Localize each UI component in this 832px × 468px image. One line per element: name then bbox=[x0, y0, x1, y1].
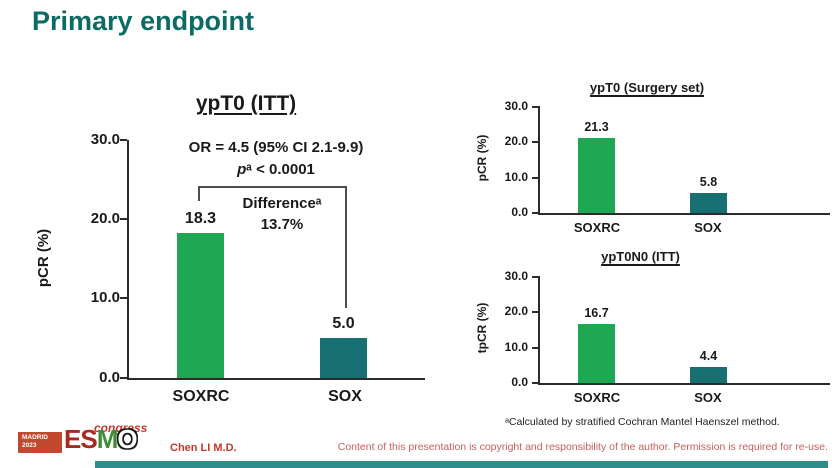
bar-value-label: 16.7 bbox=[584, 306, 609, 320]
bar-group-soxrc-ypt0n0: 16.7 bbox=[578, 277, 615, 383]
bar-soxrc-ypt0n0 bbox=[578, 324, 615, 383]
y-tick-label: 10.0 bbox=[504, 170, 528, 184]
x-category-label: SOXRC bbox=[573, 390, 621, 405]
y-tick-label: 30.0 bbox=[504, 269, 528, 283]
y-tick-label: 30.0 bbox=[504, 99, 528, 113]
bar-value-label: 5.8 bbox=[699, 175, 718, 189]
bar-sox-ypt0n0 bbox=[690, 367, 727, 383]
difference-bracket-left bbox=[198, 186, 200, 201]
odds-ratio-annotation: OR = 4.5 (95% CI 2.1-9.9) bbox=[188, 139, 364, 156]
x-axis-surgery bbox=[538, 213, 830, 215]
bar-value-label: 5.0 bbox=[332, 315, 355, 332]
y-axis-title-ypt0n0: tpCR (%) bbox=[475, 302, 489, 354]
y-tick bbox=[120, 297, 127, 299]
page-title: Primary endpoint bbox=[32, 6, 255, 36]
bar-group-soxrc-surgery: 21.3 bbox=[578, 107, 615, 213]
x-category-label: SOX bbox=[694, 220, 722, 235]
y-axis-ypt0n0 bbox=[538, 276, 540, 385]
logo-congress-text: congress bbox=[94, 421, 148, 435]
difference-label: Differenceᵃ bbox=[242, 195, 322, 212]
y-axis-surgery bbox=[538, 106, 540, 215]
chart-title-ypt0-itt: ypT0 (ITT) bbox=[195, 92, 297, 115]
difference-value: 13.7% bbox=[260, 216, 304, 233]
difference-bracket-top bbox=[198, 186, 347, 188]
y-axis-title-main: pCR (%) bbox=[35, 228, 52, 288]
logo-letter: O bbox=[117, 424, 137, 454]
y-tick bbox=[532, 141, 538, 143]
esmo-congress-logo: congress MADRID 2023 ESMO bbox=[16, 421, 156, 457]
logo-letter: E bbox=[64, 424, 81, 454]
x-axis-ypt0n0 bbox=[538, 383, 830, 385]
bar-soxrc-surgery bbox=[578, 138, 615, 213]
bar-group-sox-ypt0n0: 4.4 bbox=[690, 277, 727, 383]
bar-group-sox-surgery: 5.8 bbox=[690, 107, 727, 213]
logo-letter: S bbox=[80, 424, 97, 454]
y-tick-label: 0.0 bbox=[511, 205, 528, 219]
x-category-label: SOXRC bbox=[573, 220, 621, 235]
y-tick bbox=[532, 276, 538, 278]
presenter-name: Chen LI M.D. bbox=[170, 442, 237, 454]
y-tick bbox=[532, 212, 538, 214]
y-tick-label: 20.0 bbox=[504, 134, 528, 148]
chart-title-ypt0n0: ypT0N0 (ITT) bbox=[601, 249, 680, 264]
y-tick bbox=[120, 218, 127, 220]
y-tick bbox=[532, 106, 538, 108]
logo-madrid-2023-badge: MADRID 2023 bbox=[18, 432, 62, 453]
bar-sox-surgery bbox=[690, 193, 727, 213]
bar-value-label: 18.3 bbox=[184, 210, 217, 227]
x-axis-main bbox=[127, 378, 425, 380]
footnote: ᵃCalculated by stratified Cochran Mantel… bbox=[505, 416, 780, 428]
difference-annotation: Differenceᵃ 13.7% bbox=[212, 193, 352, 235]
y-tick-label: 0.0 bbox=[511, 375, 528, 389]
y-tick bbox=[532, 382, 538, 384]
bar-value-label: 4.4 bbox=[699, 349, 718, 363]
y-tick-label: 10.0 bbox=[90, 289, 120, 306]
difference-bracket-right bbox=[345, 186, 347, 308]
bar-soxrc-main bbox=[177, 233, 224, 378]
footer-accent-bar bbox=[95, 461, 828, 468]
y-tick-label: 0.0 bbox=[99, 369, 120, 386]
logo-location: MADRID bbox=[22, 434, 48, 441]
p-value-text: ᵃ < 0.0001 bbox=[246, 161, 315, 178]
copyright-notice: Content of this presentation is copyrigh… bbox=[337, 441, 828, 453]
x-category-label: SOX bbox=[694, 390, 722, 405]
y-tick bbox=[120, 139, 127, 141]
y-tick bbox=[120, 377, 127, 379]
chart-title-ypt0-surgery: ypT0 (Surgery set) bbox=[589, 80, 705, 95]
logo-year: 2023 bbox=[22, 442, 37, 450]
y-tick bbox=[532, 347, 538, 349]
p-value-annotation: pᵃ < 0.0001 bbox=[145, 161, 407, 178]
p-symbol: p bbox=[237, 161, 247, 178]
bar-sox-main bbox=[320, 338, 367, 378]
y-tick bbox=[532, 311, 538, 313]
bar-group-soxrc-main: 18.3 bbox=[177, 140, 224, 378]
y-tick-label: 20.0 bbox=[504, 304, 528, 318]
y-axis-title-surgery: pCR (%) bbox=[475, 134, 489, 182]
y-tick-label: 10.0 bbox=[504, 340, 528, 354]
bar-value-label: 21.3 bbox=[584, 120, 609, 134]
x-category-label: SOX bbox=[328, 388, 362, 405]
y-tick-label: 20.0 bbox=[90, 210, 120, 227]
y-axis-main bbox=[127, 140, 129, 380]
esmo-wordmark: ESMO bbox=[64, 424, 138, 455]
x-category-label: SOXRC bbox=[172, 388, 230, 405]
y-tick bbox=[532, 177, 538, 179]
bar-group-sox-main: 5.0 bbox=[320, 140, 367, 378]
y-tick-label: 30.0 bbox=[90, 131, 120, 148]
logo-letter: M bbox=[96, 424, 119, 454]
